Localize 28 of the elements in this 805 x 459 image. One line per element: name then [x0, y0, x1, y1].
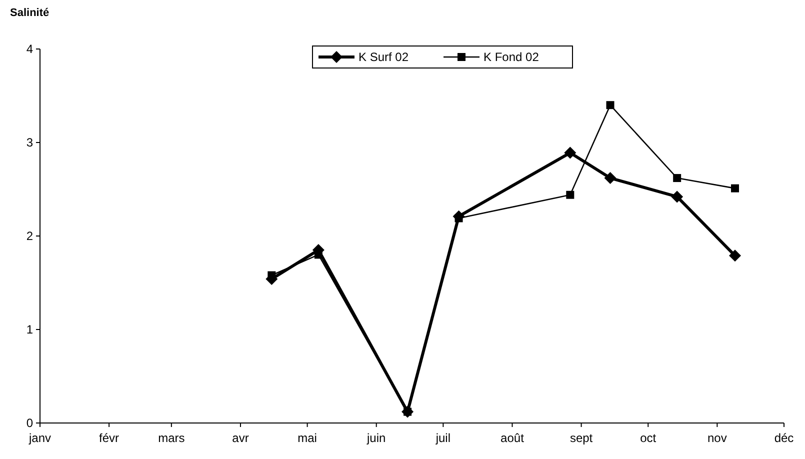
x-tick-label: mai	[298, 431, 317, 445]
legend-label: K Surf 02	[358, 50, 409, 64]
point	[730, 184, 739, 192]
x-tick-label: sept	[570, 431, 594, 445]
y-tick-label: 0	[26, 416, 34, 430]
x-tick-label: nov	[707, 431, 727, 445]
x-tick-label: avr	[232, 431, 249, 445]
x-tick-label: févr	[99, 431, 120, 445]
x-tick-label: juin	[366, 431, 386, 445]
x-tick-label: déc	[774, 431, 794, 445]
y-tick-label: 1	[26, 322, 34, 337]
point	[728, 250, 741, 262]
y-tick-label: 4	[26, 42, 34, 56]
point	[604, 172, 616, 184]
x-tick-label: mars	[158, 431, 185, 445]
point	[673, 174, 682, 182]
y-tick-label: 3	[26, 136, 34, 150]
point	[671, 190, 684, 203]
point	[566, 190, 574, 199]
legend-label: K Fond 02	[484, 50, 540, 64]
point	[606, 101, 614, 110]
x-tick-label: août	[500, 431, 525, 445]
chart-title: Salinité	[10, 7, 50, 19]
y-tick-label: 2	[26, 229, 34, 244]
x-tick-label: janv	[28, 431, 52, 445]
point	[564, 146, 576, 159]
x-tick-label: juil	[434, 431, 451, 445]
x-tick-label: oct	[640, 431, 657, 445]
